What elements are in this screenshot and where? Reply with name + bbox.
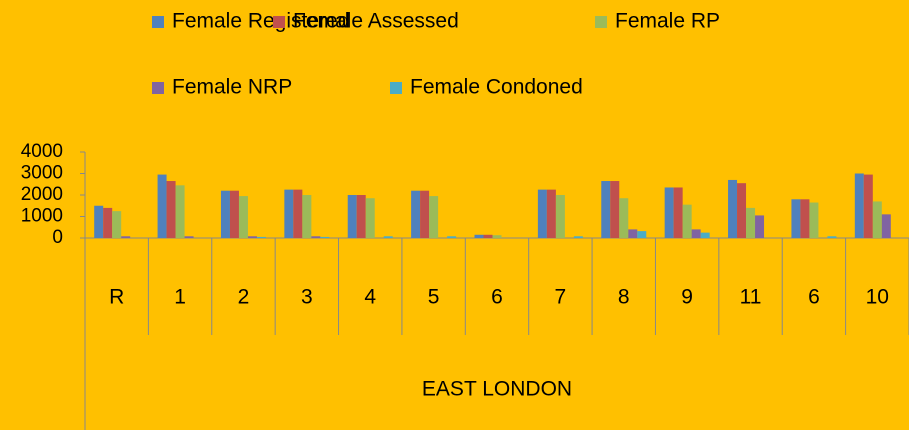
bar [103,207,113,238]
x-tick-label: 6 [491,286,503,309]
bar [682,204,692,238]
x-tick-label: 4 [364,286,376,309]
bar [637,231,647,238]
bar [429,196,439,238]
bar [121,236,131,238]
bar [872,201,882,238]
legend-label: Female RP [615,10,720,33]
bar [483,234,493,238]
bar [220,190,230,238]
bar [229,190,239,238]
bar [619,198,629,238]
bar [800,199,810,238]
y-tick-label: 1000 [21,206,63,227]
bar [492,235,502,238]
legend-swatch [273,16,285,28]
bar [700,232,710,238]
bar [746,207,756,238]
bar [365,198,375,238]
y-tick-label: 3000 [21,163,63,184]
x-tick-label: 1 [174,286,186,309]
bar [854,173,864,238]
bar [302,195,312,238]
x-tick-label: R [109,286,124,309]
bar [356,195,366,238]
legend-label: Female Registered [172,10,349,33]
bar [383,236,393,238]
legend-label: Female Assessed [293,10,459,33]
legend-swatch [152,16,164,28]
bar [881,214,891,238]
bar [755,215,765,238]
bar [537,189,547,238]
x-tick-label: 6 [808,286,820,309]
bar [184,236,194,238]
bar [256,236,266,238]
legend-swatch [390,82,402,94]
bar [247,236,257,238]
bar [601,181,611,238]
bar [238,196,248,238]
x-tick-label: 11 [740,286,762,309]
bar [664,187,674,238]
bar [610,181,620,238]
legend-swatch [595,16,607,28]
y-tick-label: 4000 [21,141,63,162]
x-group-label: EAST LONDON [422,378,572,401]
x-tick-label: 3 [301,286,313,309]
bar [628,229,638,238]
legend-swatch [152,82,164,94]
bar [311,236,321,238]
bar [673,187,683,238]
bar [737,183,747,238]
bar [175,185,185,238]
bar [293,189,303,238]
bar [347,195,357,238]
x-tick-label: 5 [428,286,440,309]
x-tick-label: 8 [618,286,630,309]
bar [94,205,104,238]
bar [809,202,819,238]
bar [863,174,873,238]
bar [573,236,583,238]
bar [474,234,484,238]
bar [157,174,167,238]
legend-label: Female NRP [172,76,292,99]
x-tick-label: 7 [555,286,567,309]
bar [728,179,738,238]
bar [691,229,701,238]
bar [546,189,556,238]
x-tick-label: 2 [238,286,250,309]
bar [827,236,837,238]
bar [447,236,457,238]
bar [320,236,330,238]
x-tick-label: 9 [681,286,693,309]
x-tick-label: 10 [866,286,889,309]
bar [284,189,294,238]
legend-label: Female Condoned [410,76,583,99]
y-tick-label: 0 [52,227,63,248]
bar [112,211,122,238]
y-tick-label: 2000 [21,184,63,205]
bar [791,199,801,238]
bar [555,195,565,238]
bar [411,190,421,238]
bar [420,190,430,238]
bar [166,181,176,238]
